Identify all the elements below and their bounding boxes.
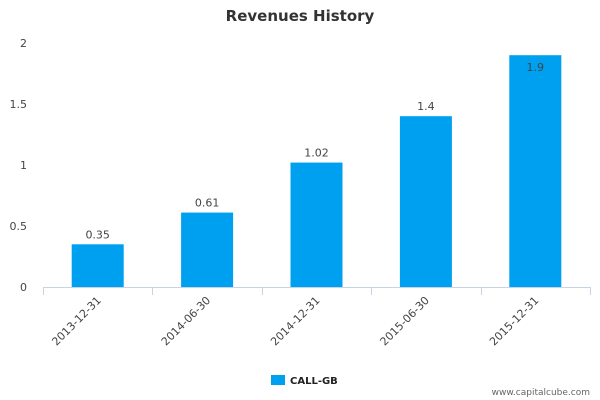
x-tick-label: 2015-06-30 xyxy=(378,294,432,348)
data-labels: 0.35 0.61 1.02 1.4 1.9 xyxy=(85,61,544,241)
legend-swatch xyxy=(271,375,285,385)
x-axis-tick-marks xyxy=(43,287,591,295)
y-tick-label: 1.5 xyxy=(10,98,28,111)
legend-label: CALL-GB xyxy=(290,376,338,387)
y-tick-label: 2 xyxy=(20,37,27,50)
bar-series xyxy=(71,55,562,288)
legend: CALL-GB xyxy=(271,375,338,387)
x-tick-label: 2014-12-31 xyxy=(268,294,322,348)
bar xyxy=(399,116,452,287)
bar xyxy=(181,212,234,287)
y-tick-label: 0 xyxy=(20,281,27,294)
data-label: 1.02 xyxy=(304,147,329,160)
bar xyxy=(509,55,562,288)
x-tick-label: 2014-06-30 xyxy=(159,294,213,348)
y-tick-label: 1 xyxy=(20,159,27,172)
y-tick-label: 0.5 xyxy=(10,220,28,233)
y-axis-ticks: 0 0.5 1 1.5 2 xyxy=(10,37,28,294)
bar xyxy=(290,162,343,287)
x-tick-label: 2015-12-31 xyxy=(487,294,541,348)
data-label: 0.35 xyxy=(85,228,110,241)
data-label: 1.4 xyxy=(417,100,435,113)
data-label: 1.9 xyxy=(527,61,545,74)
x-tick-label: 2013-12-31 xyxy=(49,294,103,348)
chart-title: Revenues History xyxy=(226,7,375,25)
bar xyxy=(71,244,124,287)
x-axis-ticks: 2013-12-31 2014-06-30 2014-12-31 2015-06-30… xyxy=(49,294,541,348)
data-label: 0.61 xyxy=(195,197,220,210)
watermark-text: www.capitalcube.com xyxy=(492,388,590,398)
